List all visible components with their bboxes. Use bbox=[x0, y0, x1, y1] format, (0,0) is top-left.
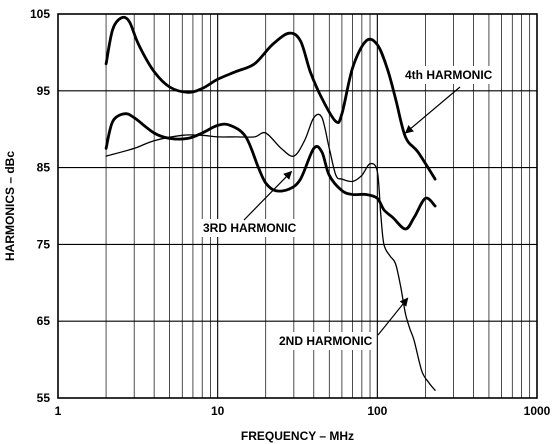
y-tick-label: 85 bbox=[37, 161, 51, 175]
x-tick-label: 1000 bbox=[524, 404, 551, 418]
x-tick-label: 10 bbox=[211, 404, 225, 418]
series-layer bbox=[104, 15, 437, 391]
annotation-arrow bbox=[404, 86, 461, 134]
annotation-background bbox=[276, 332, 376, 350]
plot-frame bbox=[57, 13, 538, 399]
annotations: 4th HARMONIC 3RD HARMONIC 2ND HARMONIC bbox=[200, 66, 496, 350]
x-tick-label: 1 bbox=[55, 404, 62, 418]
tick-labels: 1 10 100 1000 55 65 75 85 95 105 bbox=[30, 7, 551, 418]
y-tick-label: 95 bbox=[37, 84, 51, 98]
annotation: 3RD HARMONIC bbox=[200, 170, 300, 237]
annotation-arrow bbox=[377, 297, 409, 336]
y-axis-title: HARMONICS – dBc bbox=[3, 151, 17, 261]
y-tick-label: 55 bbox=[37, 391, 51, 405]
y-tick-label: 75 bbox=[37, 237, 51, 251]
y-tick-label: 105 bbox=[30, 7, 50, 21]
y-tick-label: 65 bbox=[37, 314, 51, 328]
annotation-background bbox=[402, 66, 496, 84]
annotation: 2ND HARMONIC bbox=[276, 297, 409, 350]
annotation-label: 3RD HARMONIC bbox=[203, 221, 297, 235]
annotation-label: 4th HARMONIC bbox=[405, 68, 493, 82]
annotation-background bbox=[200, 219, 300, 237]
series-line-2nd-harmonic bbox=[105, 113, 436, 391]
annotation-label: 2ND HARMONIC bbox=[279, 334, 373, 348]
x-axis-title: FREQUENCY – MHz bbox=[241, 429, 354, 443]
series-line-3rd-harmonic bbox=[104, 112, 437, 231]
series-line-4th-harmonic bbox=[104, 15, 437, 181]
annotation-arrow bbox=[243, 170, 293, 221]
annotation: 4th HARMONIC bbox=[402, 66, 496, 134]
x-tick-label: 100 bbox=[367, 404, 387, 418]
